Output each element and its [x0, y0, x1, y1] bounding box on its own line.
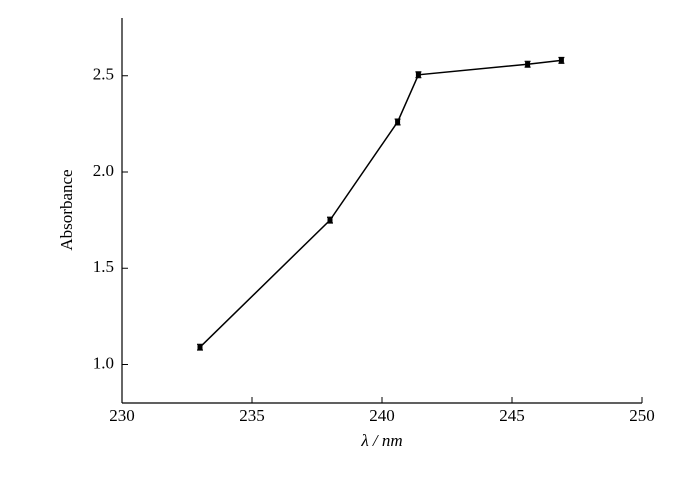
y-tick-label: 1.0 [93, 353, 114, 372]
x-tick-label: 235 [239, 406, 265, 425]
data-point [327, 217, 333, 223]
y-tick-label: 1.5 [93, 257, 114, 276]
x-tick-label: 250 [629, 406, 655, 425]
x-tick-label: 245 [499, 406, 525, 425]
x-tick-label: 240 [369, 406, 395, 425]
data-point [197, 344, 203, 350]
data-point [415, 72, 421, 78]
y-tick-label: 2.5 [93, 65, 114, 84]
data-point [525, 61, 531, 67]
y-tick-label: 2.0 [93, 161, 114, 180]
x-tick-label: 230 [109, 406, 135, 425]
x-axis-label: λ / nm [360, 431, 402, 450]
data-point [395, 119, 401, 125]
data-point [558, 57, 564, 63]
y-axis-label: Absorbance [57, 169, 76, 250]
data-line [199, 59, 562, 348]
